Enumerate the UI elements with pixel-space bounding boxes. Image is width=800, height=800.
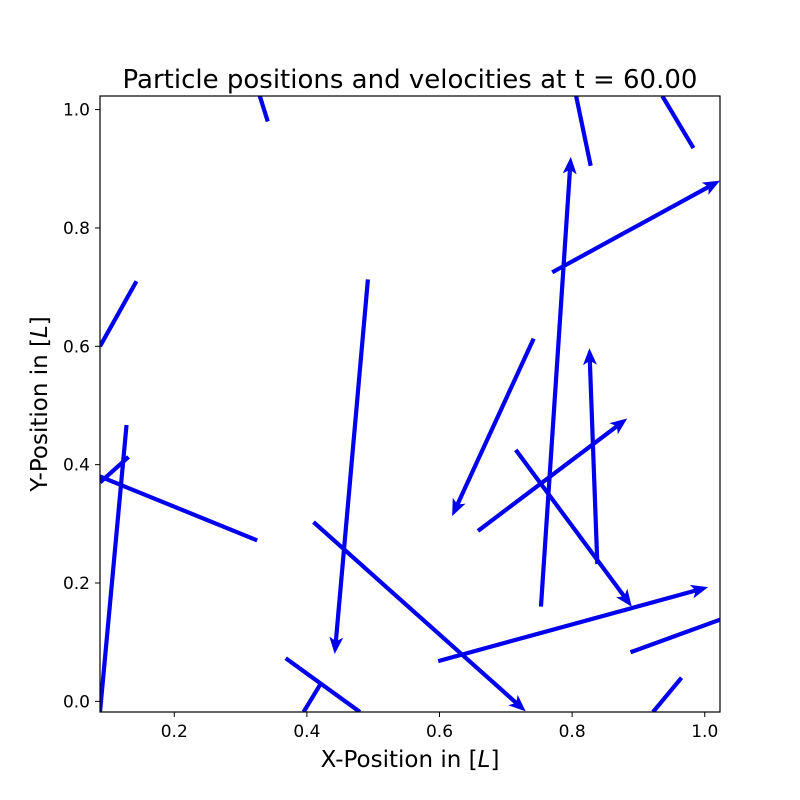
arrow-shaft <box>100 424 129 712</box>
arrow-shaft <box>538 169 573 607</box>
plot-frame <box>99 95 721 713</box>
y-tick-label: 0.6 <box>63 337 90 357</box>
arrow-shaft <box>312 520 518 705</box>
arrow-head <box>508 694 526 712</box>
arrow-shaft <box>587 360 600 565</box>
velocity-arrow <box>301 682 323 712</box>
velocity-arrow <box>551 180 720 275</box>
y-tick-label: 0.2 <box>63 574 90 594</box>
x-axis: 0.2 0.4 0.6 0.8 1.0 <box>161 712 718 742</box>
arrow-shaft <box>574 96 593 167</box>
arrow-head <box>562 156 577 175</box>
arrow-shaft <box>629 617 720 655</box>
y-tick-label: 1.0 <box>63 101 90 121</box>
arrow-head <box>616 588 632 607</box>
x-tick-label: 0.6 <box>426 722 453 742</box>
arrow-shaft <box>100 474 258 543</box>
arrow-head <box>701 180 720 195</box>
chart-title: Particle positions and velocities at t =… <box>123 65 698 95</box>
x-tick-label: 0.4 <box>293 722 320 742</box>
velocity-arrow <box>538 156 577 607</box>
arrow-shaft <box>476 424 619 533</box>
arrow-shaft <box>333 279 370 642</box>
velocity-arrow <box>452 337 536 517</box>
velocity-arrow <box>312 520 526 712</box>
arrow-head <box>609 418 628 435</box>
velocity-arrow <box>629 617 720 655</box>
arrow-shaft <box>651 676 684 712</box>
arrow-shaft <box>437 588 697 664</box>
arrow-head <box>329 636 344 654</box>
velocity-arrow <box>329 279 370 654</box>
arrow-shaft <box>100 280 139 348</box>
arrow-shaft <box>257 96 270 123</box>
velocity-arrow <box>574 96 593 167</box>
velocity-arrow <box>476 418 628 533</box>
y-axis-label: Y-Position in [L] <box>27 316 53 493</box>
velocity-arrow <box>100 280 139 348</box>
velocity-arrow <box>100 424 129 712</box>
velocity-arrow <box>100 474 258 543</box>
x-tick-label: 1.0 <box>691 722 718 742</box>
arrow-shaft <box>100 455 130 484</box>
arrow-shaft <box>284 656 362 712</box>
velocity-arrow <box>437 584 709 664</box>
y-tick-label: 0.8 <box>63 219 90 239</box>
arrow-shaft <box>455 337 536 506</box>
arrow-shaft <box>551 184 710 275</box>
x-tick-label: 0.8 <box>559 722 586 742</box>
arrows-layer <box>100 96 720 712</box>
velocity-arrow <box>514 448 632 607</box>
x-axis-label: X-Position in [L] <box>321 747 500 773</box>
arrow-head <box>452 497 466 517</box>
velocity-arrow <box>100 455 130 484</box>
arrow-head <box>583 348 597 366</box>
velocity-arrow <box>651 676 684 712</box>
x-tick-label: 0.2 <box>161 722 188 742</box>
arrow-shaft <box>301 682 323 712</box>
arrow-shaft <box>514 448 626 598</box>
arrow-head <box>689 584 709 599</box>
y-tick-label: 0.4 <box>63 456 90 476</box>
velocity-arrow <box>583 348 600 565</box>
arrow-shaft <box>660 96 696 150</box>
y-axis: 0.0 0.2 0.4 0.6 0.8 1.0 <box>63 101 100 712</box>
velocity-arrow <box>660 96 696 150</box>
velocity-arrow <box>257 96 270 123</box>
velocity-arrow <box>284 656 362 712</box>
y-tick-label: 0.0 <box>63 692 90 712</box>
